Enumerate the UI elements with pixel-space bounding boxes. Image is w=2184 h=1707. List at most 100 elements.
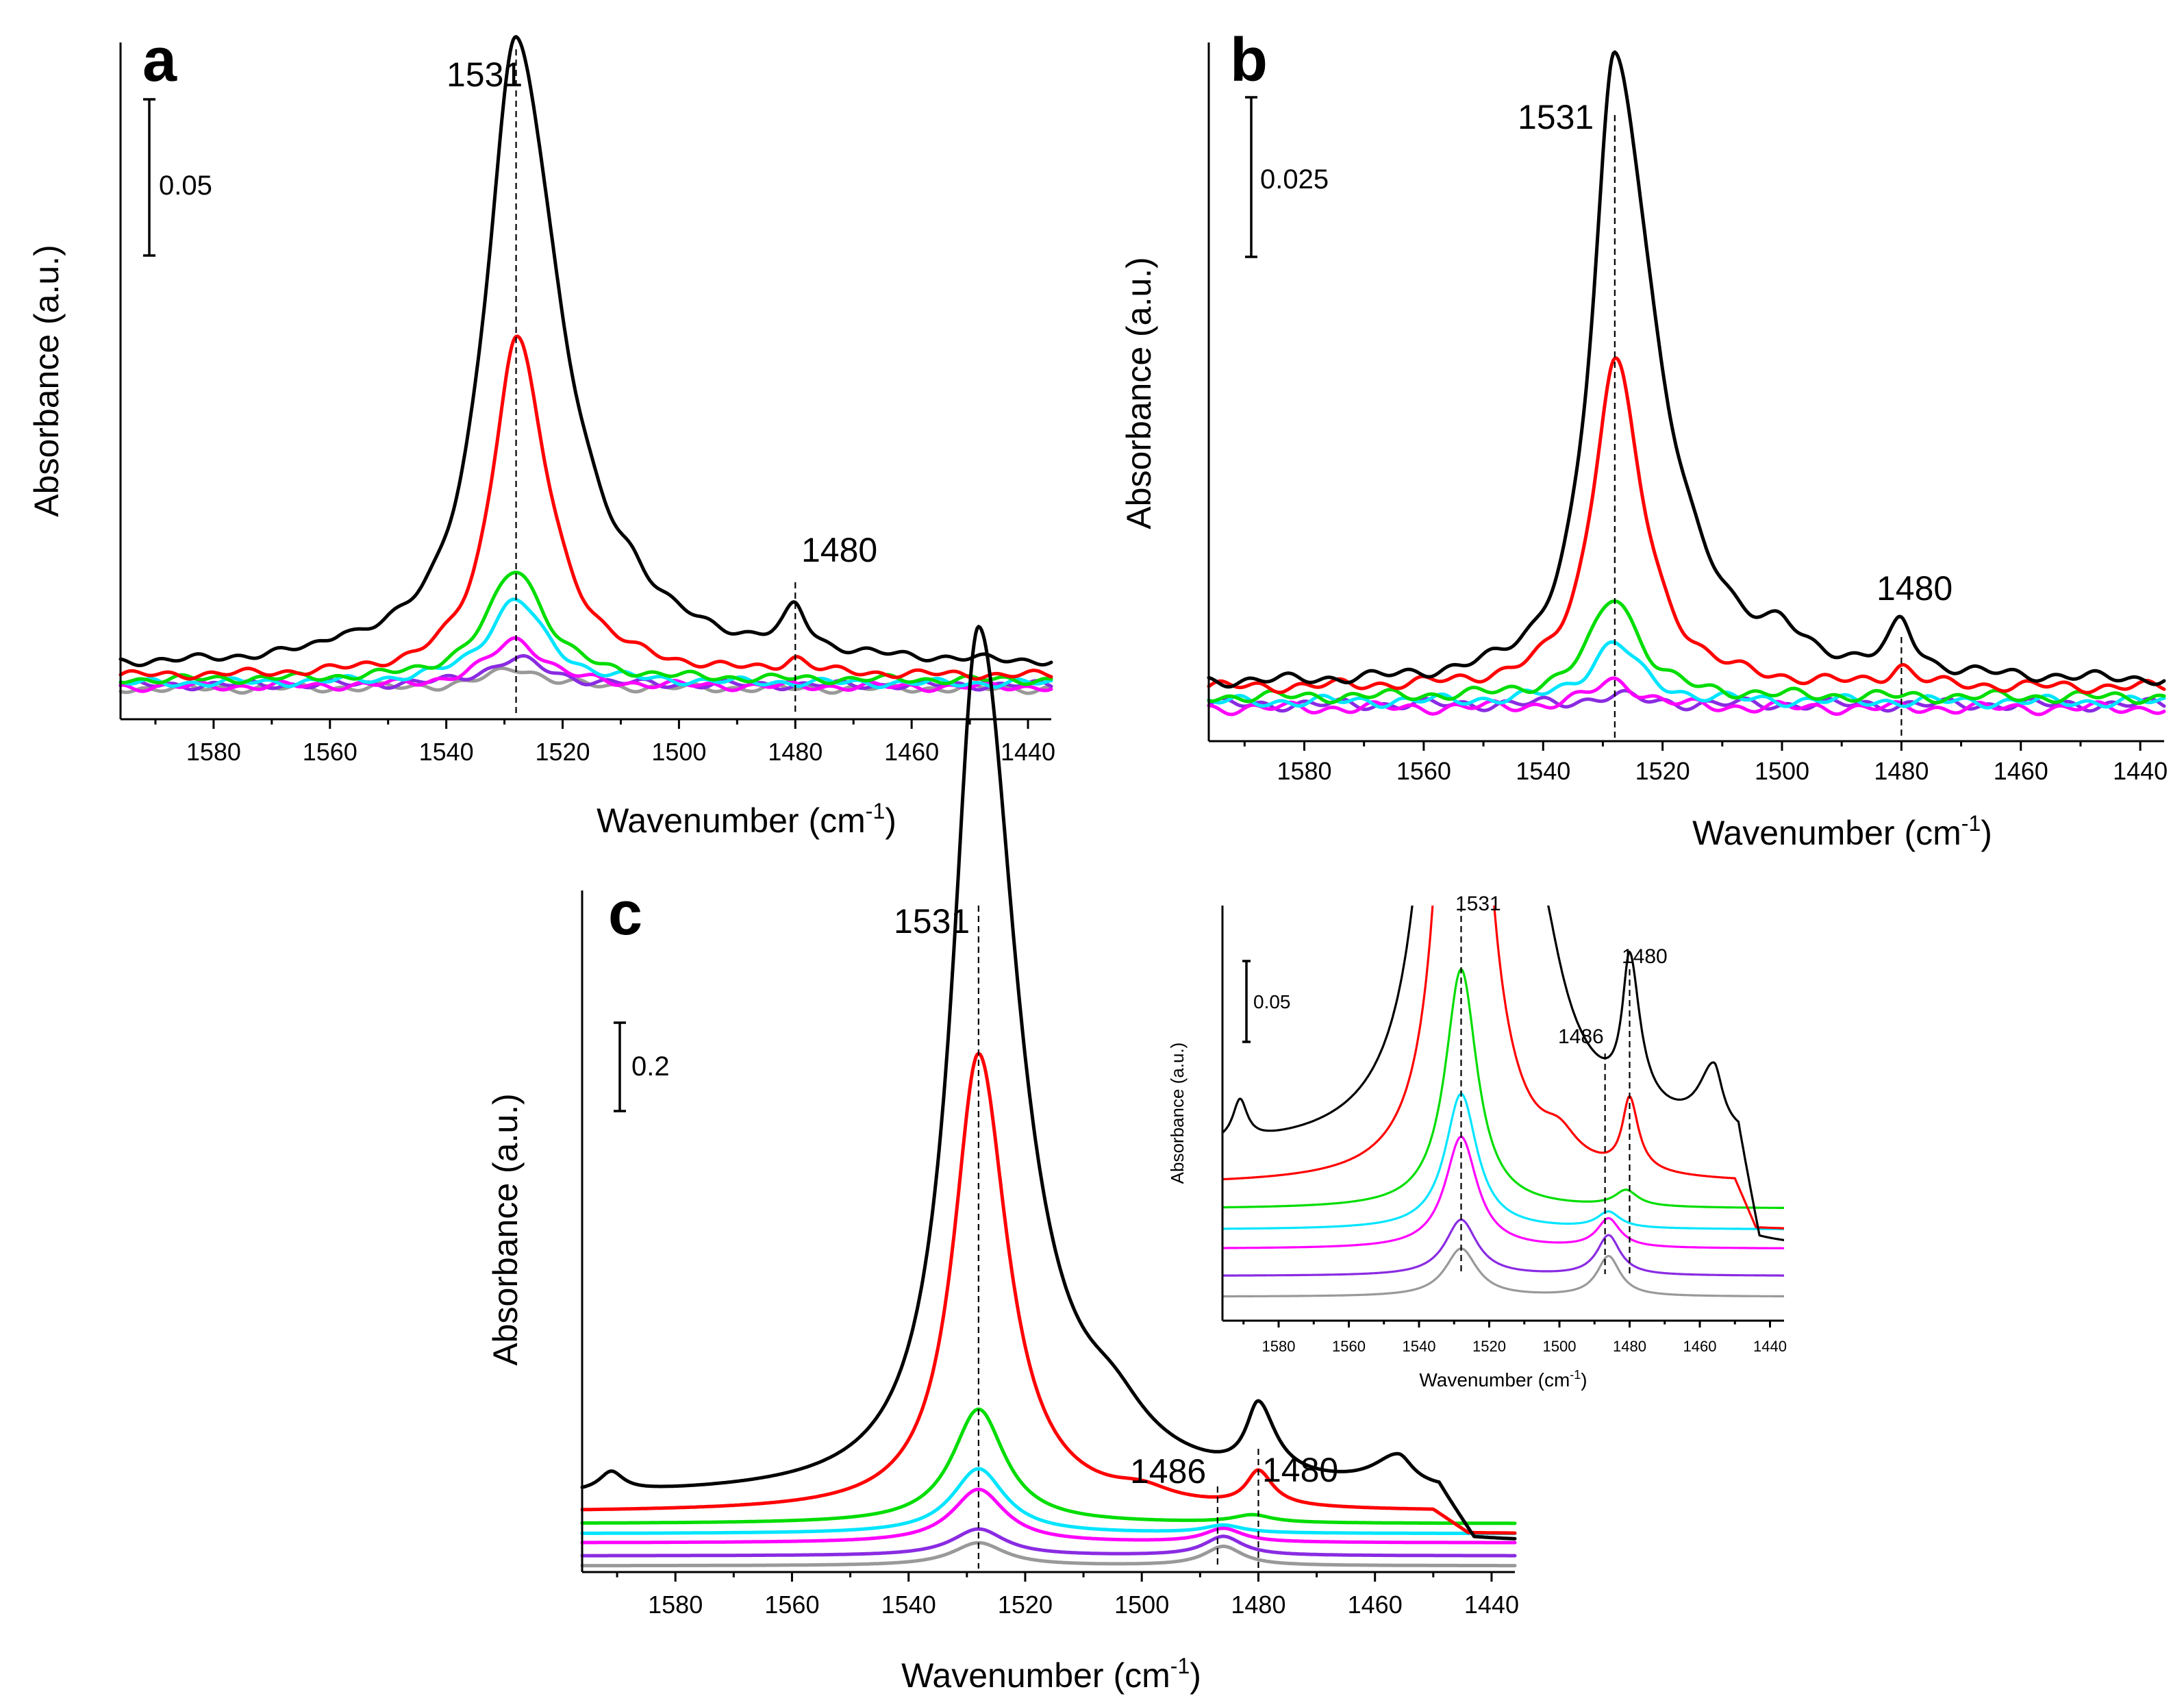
panel-c-scale-bar: 0.2 — [614, 1021, 670, 1112]
panel-a-x-axis-label: Wavenumber (cm-1) — [597, 799, 896, 840]
x-tick-label-1560: 1560 — [1332, 1338, 1366, 1355]
x-tick-label-1460: 1460 — [884, 738, 939, 766]
series-line-red — [1222, 906, 1784, 1230]
x-tick-label-1540: 1540 — [1516, 757, 1570, 785]
peak-label-1531: 1531 — [1455, 893, 1501, 915]
peak-label-1531: 1531 — [447, 55, 523, 94]
series-line-purple — [118, 653, 1053, 692]
x-tick-label-1440: 1440 — [1001, 738, 1055, 766]
inset-plot — [1222, 906, 1784, 1298]
x-tick-label-1560: 1560 — [1396, 757, 1451, 785]
inset-y-axis-label: Absorbance (a.u.) — [1167, 1043, 1188, 1184]
panel-c-x-axis-label: Wavenumber (cm-1) — [901, 1654, 1201, 1695]
panel-c-plot — [580, 625, 1517, 1568]
panel-a-y-axis-label: Absorbance (a.u.) — [27, 245, 66, 516]
peak-label-1480: 1480 — [1877, 569, 1953, 608]
series-line-black — [1207, 50, 2166, 689]
panel-a-scale-bar: 0.05 — [143, 98, 212, 257]
x-tick-label-1540: 1540 — [881, 1591, 936, 1619]
panel-label-c: c — [608, 880, 642, 948]
panel-a-plot — [118, 35, 1053, 695]
peak-label-1486: 1486 — [1130, 1452, 1206, 1491]
x-tick-label-1520: 1520 — [535, 738, 590, 766]
panel-b-y-axis-label: Absorbance (a.u.) — [1120, 257, 1158, 529]
peak-label-1480: 1480 — [801, 531, 877, 569]
panel-label-a: a — [142, 26, 177, 95]
panel-a: a 1580 1560 1540 1520 1500 1480 1460 1440 0.05 … — [27, 26, 1055, 840]
series-line-gray — [580, 1541, 1517, 1568]
series-line-black — [1222, 906, 1784, 1241]
inset-scale-bar: 0.05 — [1242, 960, 1291, 1043]
panel-b-plot — [1207, 50, 2166, 717]
series-line-green — [1222, 968, 1784, 1209]
series-line-purple — [580, 1527, 1517, 1558]
panel-b-scale-bar: 0.025 — [1245, 96, 1329, 258]
x-tick-label-1580: 1580 — [186, 738, 241, 766]
x-tick-label-1460: 1460 — [1994, 757, 2048, 785]
panel-a-x-ticks: 1580 1560 1540 1520 1500 1480 1460 1440 — [154, 719, 1055, 766]
series-line-green — [1207, 599, 2166, 705]
panel-b-scale-bar-label: 0.025 — [1260, 164, 1329, 195]
x-tick-label-1440: 1440 — [2113, 757, 2168, 785]
x-tick-label-1580: 1580 — [1262, 1338, 1296, 1355]
x-tick-label-1440: 1440 — [1753, 1338, 1787, 1355]
x-tick-label-1500: 1500 — [1755, 757, 1809, 785]
x-tick-label-1480: 1480 — [768, 738, 823, 766]
x-tick-label-1480: 1480 — [1874, 757, 1929, 785]
inset-scale-bar-label: 0.05 — [1253, 991, 1291, 1012]
x-tick-label-1580: 1580 — [1277, 757, 1331, 785]
series-line-black — [118, 35, 1053, 667]
x-tick-label-1440: 1440 — [1464, 1591, 1519, 1619]
series-line-red — [580, 1051, 1517, 1535]
panel-c: c 1580 1560 1540 1520 1500 1480 1460 1440 0.2 1… — [486, 625, 1519, 1695]
x-tick-label-1500: 1500 — [1114, 1591, 1169, 1619]
series-line-cyan — [1207, 640, 2166, 710]
series-line-gray — [1222, 1247, 1784, 1298]
x-tick-label-1520: 1520 — [1472, 1338, 1506, 1355]
peak-label-1480: 1480 — [1622, 945, 1668, 968]
panel-b-peak-labels: 1531 1480 — [1518, 98, 1953, 608]
x-tick-label-1500: 1500 — [1543, 1338, 1577, 1355]
x-tick-label-1560: 1560 — [303, 738, 357, 766]
series-line-purple — [1222, 1219, 1784, 1277]
x-tick-label-1520: 1520 — [998, 1591, 1053, 1619]
x-tick-label-1460: 1460 — [1348, 1591, 1403, 1619]
panel-c-y-axis-label: Absorbance (a.u.) — [486, 1093, 525, 1365]
series-line-magenta — [1222, 1136, 1784, 1249]
peak-label-1486: 1486 — [1558, 1025, 1604, 1048]
x-tick-label-1480: 1480 — [1231, 1591, 1285, 1619]
x-tick-label-1500: 1500 — [651, 738, 706, 766]
series-line-cyan — [580, 1467, 1517, 1536]
series-line-green — [580, 1407, 1517, 1525]
x-tick-label-1540: 1540 — [1403, 1338, 1436, 1355]
inset-x-axis-label: Wavenumber (cm-1) — [1419, 1368, 1587, 1391]
series-line-cyan — [118, 597, 1053, 690]
series-line-magenta — [1207, 676, 2166, 717]
panel-a-scale-bar-label: 0.05 — [159, 171, 212, 201]
panel-a-peak-labels: 1531 1480 — [447, 55, 877, 569]
inset-peak-labels: 1531 1486 1480 — [1455, 893, 1668, 1048]
panel-label-b: b — [1230, 26, 1268, 95]
x-tick-label-1560: 1560 — [764, 1591, 819, 1619]
x-tick-label-1460: 1460 — [1683, 1338, 1717, 1355]
peak-label-1531: 1531 — [1518, 98, 1594, 136]
series-line-black — [580, 625, 1517, 1541]
x-tick-label-1480: 1480 — [1613, 1338, 1646, 1355]
panel-b: b 1580 1560 1540 1520 1500 1480 1460 1440 0.025… — [1120, 26, 2168, 852]
inset-x-ticks: 1580 1560 1540 1520 1500 1480 1460 1440 — [1242, 1321, 1787, 1355]
series-line-cyan — [1222, 1093, 1784, 1230]
panel-c-inset: 1580 1560 1540 1520 1500 1480 1460 1440 0.05 15… — [1167, 893, 1787, 1391]
series-line-magenta — [580, 1487, 1517, 1545]
panel-b-x-ticks: 1580 1560 1540 1520 1500 1480 1460 1440 — [1243, 741, 2168, 785]
panel-c-peak-labels: 1531 1486 1480 — [894, 902, 1338, 1491]
panel-c-scale-bar-label: 0.2 — [631, 1051, 670, 1082]
series-line-red — [1207, 356, 2166, 695]
x-tick-label-1540: 1540 — [419, 738, 474, 766]
x-tick-label-1580: 1580 — [648, 1591, 703, 1619]
panel-b-x-axis-label: Wavenumber (cm-1) — [1692, 811, 1992, 852]
peak-label-1531: 1531 — [894, 902, 970, 940]
panel-c-x-ticks: 1580 1560 1540 1520 1500 1480 1460 1440 — [616, 1572, 1519, 1619]
series-line-red — [118, 334, 1053, 681]
x-tick-label-1520: 1520 — [1635, 757, 1690, 785]
